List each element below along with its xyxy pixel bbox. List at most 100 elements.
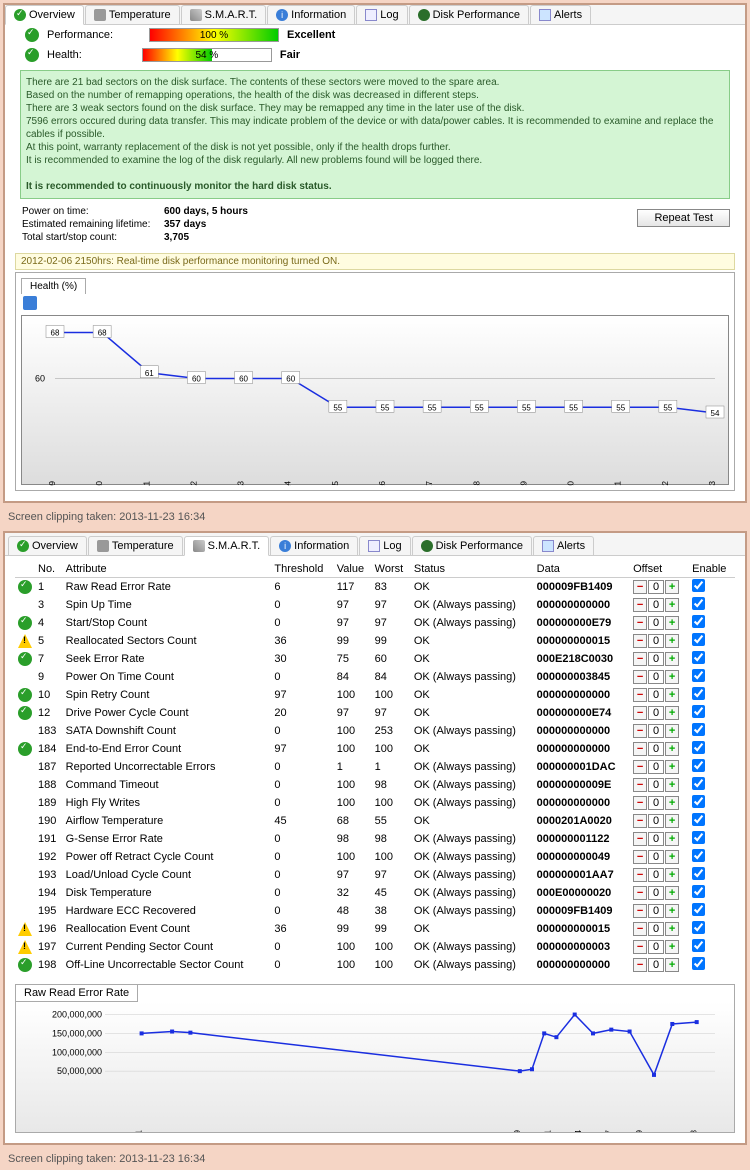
tab-temperature[interactable]: Temperature — [88, 536, 183, 555]
offset-plus-button[interactable]: + — [665, 706, 679, 720]
offset-minus-button[interactable]: − — [633, 724, 647, 738]
smart-row[interactable]: 183SATA Downshift Count0100253OK (Always… — [15, 722, 735, 740]
tab-alerts[interactable]: Alerts — [533, 536, 594, 555]
tab-smart[interactable]: S.M.A.R.T. — [184, 536, 270, 556]
repeat-test-button[interactable]: Repeat Test — [637, 209, 730, 227]
enable-checkbox[interactable] — [692, 615, 705, 628]
enable-checkbox[interactable] — [692, 957, 705, 970]
offset-minus-button[interactable]: − — [633, 832, 647, 846]
smart-row[interactable]: 192Power off Retract Cycle Count0100100O… — [15, 848, 735, 866]
enable-checkbox[interactable] — [692, 921, 705, 934]
raw-chart-tab[interactable]: Raw Read Error Rate — [15, 984, 138, 1002]
offset-minus-button[interactable]: − — [633, 742, 647, 756]
offset-minus-button[interactable]: − — [633, 850, 647, 864]
offset-plus-button[interactable]: + — [665, 850, 679, 864]
tab-diskperformance[interactable]: Disk Performance — [409, 5, 529, 24]
enable-checkbox[interactable] — [692, 741, 705, 754]
tab-log[interactable]: Log — [356, 5, 407, 24]
enable-checkbox[interactable] — [692, 813, 705, 826]
enable-checkbox[interactable] — [692, 939, 705, 952]
smart-row[interactable]: 197Current Pending Sector Count0100100OK… — [15, 938, 735, 956]
offset-plus-button[interactable]: + — [665, 778, 679, 792]
offset-plus-button[interactable]: + — [665, 904, 679, 918]
smart-row[interactable]: 193Load/Unload Cycle Count09797OK (Alway… — [15, 866, 735, 884]
offset-minus-button[interactable]: − — [633, 760, 647, 774]
col-worst[interactable]: Worst — [372, 561, 411, 578]
smart-row[interactable]: 196Reallocation Event Count369999OK00000… — [15, 920, 735, 938]
tab-smart[interactable]: S.M.A.R.T. — [181, 5, 267, 24]
smart-row[interactable]: 189High Fly Writes0100100OK (Always pass… — [15, 794, 735, 812]
offset-minus-button[interactable]: − — [633, 634, 647, 648]
smart-row[interactable]: 188Command Timeout010098OK (Always passi… — [15, 776, 735, 794]
health-chart-tab[interactable]: Health (%) — [21, 278, 86, 294]
smart-row[interactable]: 1Raw Read Error Rate611783OK000009FB1409… — [15, 578, 735, 597]
col-attribute[interactable]: Attribute — [63, 561, 272, 578]
col-data[interactable]: Data — [534, 561, 630, 578]
enable-checkbox[interactable] — [692, 795, 705, 808]
enable-checkbox[interactable] — [692, 759, 705, 772]
smart-row[interactable]: 187Reported Uncorrectable Errors011OK (A… — [15, 758, 735, 776]
offset-minus-button[interactable]: − — [633, 670, 647, 684]
offset-minus-button[interactable]: − — [633, 940, 647, 954]
smart-row[interactable]: 191G-Sense Error Rate09898OK (Always pas… — [15, 830, 735, 848]
offset-plus-button[interactable]: + — [665, 958, 679, 972]
col-status[interactable]: Status — [411, 561, 534, 578]
tab-information[interactable]: iInformation — [270, 536, 358, 555]
offset-minus-button[interactable]: − — [633, 580, 647, 594]
offset-plus-button[interactable]: + — [665, 724, 679, 738]
offset-plus-button[interactable]: + — [665, 760, 679, 774]
offset-plus-button[interactable]: + — [665, 616, 679, 630]
smart-row[interactable]: 12Drive Power Cycle Count209797OK0000000… — [15, 704, 735, 722]
tab-information[interactable]: iInformation — [267, 5, 355, 24]
offset-minus-button[interactable]: − — [633, 814, 647, 828]
offset-plus-button[interactable]: + — [665, 670, 679, 684]
offset-minus-button[interactable]: − — [633, 778, 647, 792]
offset-minus-button[interactable]: − — [633, 598, 647, 612]
offset-plus-button[interactable]: + — [665, 580, 679, 594]
offset-minus-button[interactable]: − — [633, 904, 647, 918]
offset-plus-button[interactable]: + — [665, 940, 679, 954]
smart-row[interactable]: 3Spin Up Time09797OK (Always passing)000… — [15, 596, 735, 614]
enable-checkbox[interactable] — [692, 867, 705, 880]
offset-minus-button[interactable]: − — [633, 652, 647, 666]
enable-checkbox[interactable] — [692, 597, 705, 610]
offset-minus-button[interactable]: − — [633, 922, 647, 936]
offset-plus-button[interactable]: + — [665, 868, 679, 882]
offset-minus-button[interactable]: − — [633, 616, 647, 630]
tab-alerts[interactable]: Alerts — [530, 5, 591, 24]
offset-plus-button[interactable]: + — [665, 598, 679, 612]
tab-diskperformance[interactable]: Disk Performance — [412, 536, 532, 555]
enable-checkbox[interactable] — [692, 849, 705, 862]
tab-overview[interactable]: Overview — [5, 5, 84, 25]
enable-checkbox[interactable] — [692, 687, 705, 700]
enable-checkbox[interactable] — [692, 777, 705, 790]
save-icon[interactable] — [23, 296, 37, 310]
offset-plus-button[interactable]: + — [665, 688, 679, 702]
enable-checkbox[interactable] — [692, 885, 705, 898]
enable-checkbox[interactable] — [692, 579, 705, 592]
offset-plus-button[interactable]: + — [665, 742, 679, 756]
offset-minus-button[interactable]: − — [633, 706, 647, 720]
offset-plus-button[interactable]: + — [665, 886, 679, 900]
enable-checkbox[interactable] — [692, 723, 705, 736]
tab-log[interactable]: Log — [359, 536, 410, 555]
enable-checkbox[interactable] — [692, 633, 705, 646]
smart-row[interactable]: 10Spin Retry Count97100100OK000000000000… — [15, 686, 735, 704]
offset-minus-button[interactable]: − — [633, 958, 647, 972]
col-threshold[interactable]: Threshold — [271, 561, 333, 578]
tab-overview[interactable]: Overview — [8, 536, 87, 555]
offset-plus-button[interactable]: + — [665, 922, 679, 936]
enable-checkbox[interactable] — [692, 705, 705, 718]
smart-row[interactable]: 190Airflow Temperature456855OK0000201A00… — [15, 812, 735, 830]
col-no.[interactable]: No. — [35, 561, 63, 578]
col-value[interactable]: Value — [334, 561, 372, 578]
smart-row[interactable]: 4Start/Stop Count09797OK (Always passing… — [15, 614, 735, 632]
smart-row[interactable]: 198Off-Line Uncorrectable Sector Count01… — [15, 956, 735, 974]
smart-row[interactable]: 184End-to-End Error Count97100100OK00000… — [15, 740, 735, 758]
tab-temperature[interactable]: Temperature — [85, 5, 180, 24]
enable-checkbox[interactable] — [692, 669, 705, 682]
col-offset[interactable]: Offset — [630, 561, 689, 578]
smart-row[interactable]: 194Disk Temperature03245OK (Always passi… — [15, 884, 735, 902]
offset-minus-button[interactable]: − — [633, 868, 647, 882]
smart-row[interactable]: 5Reallocated Sectors Count369999OK000000… — [15, 632, 735, 650]
